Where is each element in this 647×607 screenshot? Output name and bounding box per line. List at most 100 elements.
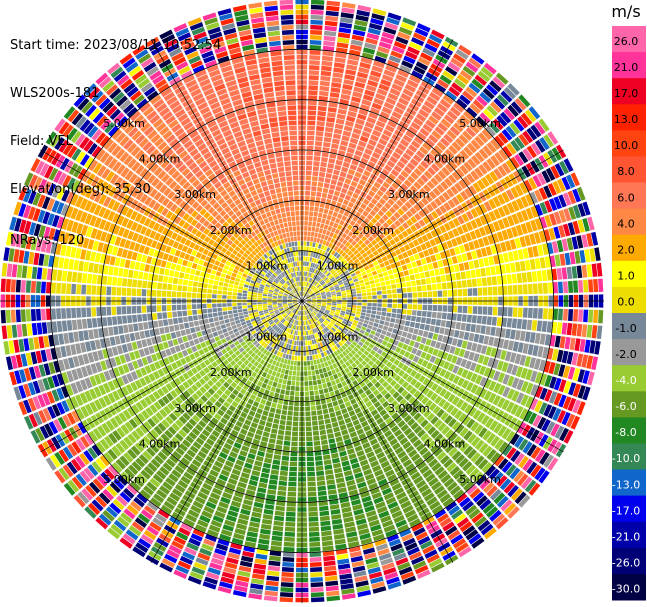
velocity-bin: [161, 447, 171, 457]
velocity-bin: [274, 355, 279, 361]
velocity-bin: [559, 427, 569, 442]
velocity-bin: [381, 256, 388, 262]
velocity-bin: [351, 356, 357, 362]
velocity-bin: [178, 527, 191, 537]
velocity-bin: [370, 18, 384, 26]
velocity-bin: [367, 161, 376, 168]
velocity-bin: [312, 354, 316, 360]
velocity-bin: [321, 152, 329, 158]
velocity-bin: [539, 202, 548, 215]
velocity-bin: [471, 315, 477, 324]
velocity-bin: [331, 421, 339, 428]
velocity-bin: [223, 566, 237, 575]
velocity-bin: [396, 313, 402, 319]
velocity-bin: [452, 228, 460, 237]
velocity-bin: [309, 308, 313, 312]
velocity-bin: [333, 350, 339, 357]
velocity-bin: [425, 256, 432, 264]
velocity-bin: [330, 277, 335, 281]
velocity-bin: [512, 307, 518, 317]
velocity-bin: [333, 282, 338, 286]
velocity-bin: [310, 9, 324, 15]
velocity-bin: [149, 443, 160, 454]
velocity-bin: [322, 229, 327, 235]
velocity-bin: [319, 373, 325, 379]
velocity-bin: [367, 272, 373, 278]
velocity-bin: [320, 330, 325, 335]
velocity-bin: [178, 384, 186, 393]
velocity-bin: [434, 159, 444, 169]
velocity-bin: [486, 105, 498, 117]
velocity-bin: [338, 176, 345, 183]
velocity-bin: [324, 320, 329, 325]
velocity-bin: [172, 353, 180, 361]
velocity-bin: [267, 396, 273, 402]
velocity-bin: [303, 251, 306, 256]
velocity-bin: [497, 425, 507, 437]
velocity-bin: [180, 522, 193, 532]
velocity-bin: [127, 433, 137, 444]
velocity-bin: [342, 245, 348, 252]
velocity-bin: [332, 523, 344, 530]
velocity-bin: [289, 365, 294, 371]
velocity-bin: [336, 355, 342, 361]
velocity-bin: [115, 442, 126, 454]
velocity-bin: [120, 424, 130, 435]
velocity-bin: [312, 286, 317, 291]
velocity-bin: [404, 351, 411, 358]
velocity-bin: [231, 446, 240, 454]
velocity-bin: [351, 159, 359, 166]
velocity-bin: [309, 385, 314, 391]
velocity-bin: [426, 412, 435, 422]
velocity-bin: [452, 289, 458, 297]
velocity-bin: [479, 388, 488, 399]
velocity-bin: [204, 391, 212, 399]
velocity-bin: [486, 432, 496, 444]
velocity-bin: [240, 555, 254, 563]
velocity-bin: [252, 417, 260, 424]
velocity-bin: [267, 443, 275, 449]
velocity-bin: [289, 471, 297, 477]
velocity-bin: [283, 541, 295, 547]
velocity-bin: [381, 425, 390, 434]
velocity-bin: [278, 316, 283, 321]
velocity-bin: [426, 213, 435, 222]
velocity-bin: [401, 314, 407, 320]
velocity-bin: [471, 436, 481, 447]
velocity-bin: [417, 292, 423, 298]
velocity-bin: [328, 342, 333, 348]
velocity-bin: [249, 394, 257, 401]
velocity-bin: [321, 535, 333, 542]
velocity-bin: [348, 259, 354, 264]
velocity-bin: [474, 455, 485, 467]
velocity-bin: [522, 248, 529, 259]
velocity-bin: [352, 192, 359, 199]
velocity-bin: [147, 462, 158, 473]
velocity-bin: [226, 438, 235, 446]
velocity-bin: [310, 306, 314, 310]
velocity-bin: [389, 239, 396, 246]
velocity-bin: [509, 467, 521, 480]
velocity-bin: [360, 258, 366, 264]
velocity-bin: [407, 304, 413, 310]
velocity-bin: [285, 308, 290, 312]
velocity-bin: [483, 390, 492, 401]
velocity-bin: [262, 355, 268, 361]
velocity-bin: [378, 217, 386, 225]
velocity-bin: [409, 255, 416, 262]
velocity-bin: [275, 388, 281, 394]
velocity-bin: [430, 254, 437, 262]
velocity-bin: [451, 421, 461, 431]
velocity-bin: [431, 87, 444, 98]
velocity-bin: [405, 445, 415, 454]
velocity-bin: [461, 213, 470, 223]
velocity-bin: [411, 315, 417, 322]
velocity-bin: [318, 171, 326, 178]
velocity-bin: [336, 154, 345, 161]
velocity-bin: [350, 313, 356, 317]
velocity-bin: [353, 347, 359, 353]
velocity-bin: [157, 398, 166, 408]
velocity-bin: [332, 400, 339, 407]
velocity-bin: [202, 346, 209, 354]
velocity-bin: [333, 345, 339, 351]
